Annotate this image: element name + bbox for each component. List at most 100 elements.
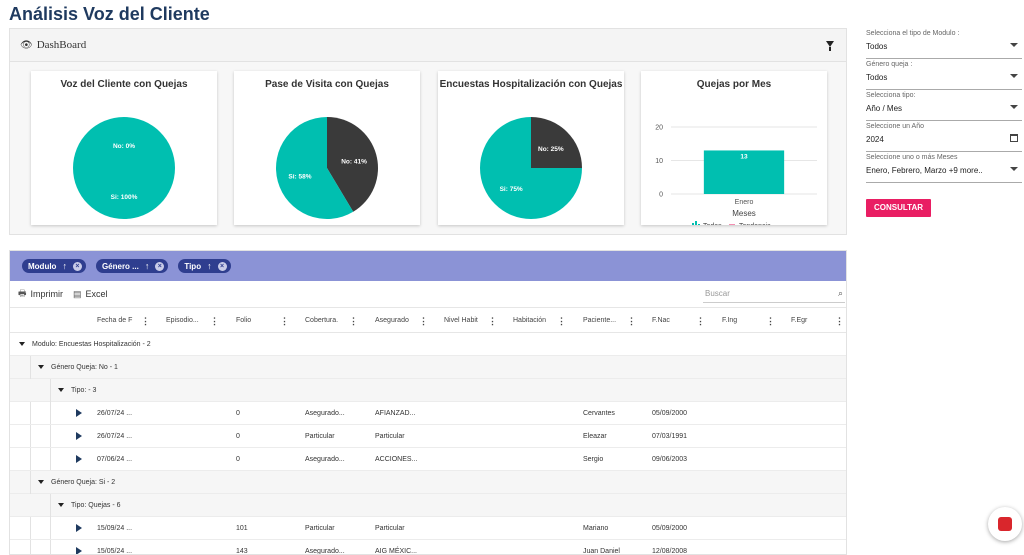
field-value: Año / Mes xyxy=(866,104,903,113)
indent-line xyxy=(50,494,51,554)
modulo-select[interactable]: Selecciona el tipo de Modulo : Todos xyxy=(866,28,1022,59)
printer-icon: 🖶 xyxy=(18,288,27,298)
expand-row-icon[interactable] xyxy=(76,432,82,440)
column-menu-icon[interactable]: ⋮ xyxy=(766,316,775,326)
chevron-down-icon[interactable] xyxy=(58,388,64,392)
group-row-tipo-si[interactable]: Tipo: Quejas - 6 xyxy=(10,494,846,517)
excel-button[interactable]: ▤ Excel xyxy=(73,289,108,300)
months-multiselect[interactable]: Seleccione uno o más Meses Enero, Febrer… xyxy=(866,152,1022,183)
table-row[interactable]: 15/05/24 ... 143 Asegurado... AIG MÉXIC.… xyxy=(10,540,846,554)
search-input[interactable]: Buscar ⌕ xyxy=(703,285,845,303)
field-value: 2024 xyxy=(866,135,884,144)
field-label: Seleccione un Año xyxy=(866,123,924,130)
chevron-down-icon[interactable] xyxy=(1010,105,1018,109)
expand-row-icon[interactable] xyxy=(76,547,82,554)
table-row[interactable]: 26/07/24 ... 0 Asegurado... AFIANZAD... … xyxy=(10,402,846,425)
close-icon[interactable]: × xyxy=(217,261,227,271)
column-header-habitacion[interactable]: Habitación ⋮ xyxy=(513,316,566,326)
expand-row-icon[interactable] xyxy=(76,409,82,417)
column-menu-icon[interactable]: ⋮ xyxy=(696,316,705,326)
sort-asc-icon[interactable]: ↑ xyxy=(62,261,67,271)
y-tick-label: 0 xyxy=(659,192,663,199)
column-header-paciente[interactable]: Paciente... ⋮ xyxy=(583,316,636,326)
pie-chart-pase-visita: No: 41% Si: 58% xyxy=(276,117,378,219)
column-menu-icon[interactable]: ⋮ xyxy=(419,316,428,326)
column-header-fegr[interactable]: F.Egr ⋮ xyxy=(791,316,844,326)
chevron-down-icon[interactable] xyxy=(19,342,25,346)
consultar-button[interactable]: CONSULTAR xyxy=(866,199,931,217)
column-header-fnac[interactable]: F.Nac ⋮ xyxy=(652,316,705,326)
column-menu-icon[interactable]: ⋮ xyxy=(488,316,497,326)
filter-sidebar: Selecciona el tipo de Modulo : Todos Gén… xyxy=(866,28,1022,183)
print-label: Imprimir xyxy=(30,289,64,299)
table-row[interactable]: 15/09/24 ... 101 Particular Particular M… xyxy=(10,517,846,540)
chevron-down-icon[interactable] xyxy=(38,480,44,484)
bar-card-quejas-mes: Quejas por Mes 0 10 20 13 Enero Meses Todas Ten… xyxy=(641,71,827,225)
chip-label: Modulo xyxy=(28,261,57,271)
print-button[interactable]: 🖶 Imprimir xyxy=(18,286,63,302)
column-menu-icon[interactable]: ⋮ xyxy=(280,316,289,326)
group-chip-genero[interactable]: Género ... ↑ × xyxy=(95,259,169,273)
page-title: Análisis Voz del Cliente xyxy=(9,4,210,24)
pie-card-encuestas: Encuestas Hospitalización con Quejas No:… xyxy=(438,71,624,225)
app-logo-icon[interactable] xyxy=(988,507,1022,541)
pie-slice-label: Si: 100% xyxy=(111,194,138,201)
dashboard-header-label: DashBoard xyxy=(36,39,87,51)
bar-chart-quejas-mes: 0 10 20 13 Enero Meses Todas Tendencia xyxy=(655,125,817,225)
table-row[interactable]: 26/07/24 ... 0 Particular Particular Ele… xyxy=(10,425,846,448)
group-row-modulo[interactable]: Modulo: Encuestas Hospitalización - 2 xyxy=(10,333,846,356)
column-header-fing[interactable]: F.Ing ⋮ xyxy=(722,316,775,326)
pie-slice-label: No: 0% xyxy=(113,143,135,150)
column-menu-icon[interactable]: ⋮ xyxy=(835,316,844,326)
group-row-genero-no[interactable]: Género Queja: No - 1 xyxy=(10,356,846,379)
y-tick-label: 10 xyxy=(655,158,663,165)
column-menu-icon[interactable]: ⋮ xyxy=(210,316,219,326)
dashboard-header[interactable]: 👁 DashBoard xyxy=(10,29,846,62)
column-header-nivel-habit[interactable]: Nivel Habit ⋮ xyxy=(444,316,497,326)
column-menu-icon[interactable]: ⋮ xyxy=(557,316,566,326)
year-picker[interactable]: Seleccione un Año 2024 xyxy=(866,121,1022,152)
sort-asc-icon[interactable]: ↑ xyxy=(144,261,150,271)
chevron-down-icon[interactable] xyxy=(38,365,44,369)
chevron-down-icon[interactable] xyxy=(1010,74,1018,78)
chevron-down-icon[interactable] xyxy=(58,503,64,507)
pie-chart-voz-cliente: No: 0% Si: 100% xyxy=(73,117,175,219)
table-row[interactable]: 07/06/24 ... 0 Asegurado... ACCIONES... … xyxy=(10,448,846,471)
calendar-icon[interactable] xyxy=(1010,134,1018,142)
group-chip-modulo[interactable]: Modulo ↑ × xyxy=(22,259,86,273)
column-header-episodio[interactable]: Episodio... ⋮ xyxy=(166,316,219,326)
close-icon[interactable]: × xyxy=(72,261,82,271)
pie-card-pase-visita: Pase de Visita con Quejas No: 41% Si: 58% xyxy=(234,71,420,225)
sort-asc-icon[interactable]: ↑ xyxy=(207,261,212,271)
column-header-cobertura[interactable]: Cobertura. ⋮ xyxy=(305,316,358,326)
group-row-genero-si[interactable]: Género Queja: Si - 2 xyxy=(10,471,846,494)
pie-slice xyxy=(73,117,175,219)
tipo-select[interactable]: Selecciona tipo: Año / Mes xyxy=(866,90,1022,121)
legend-bar-icon xyxy=(695,221,697,225)
pie-slice-label: Si: 58% xyxy=(288,173,311,180)
column-header-folio[interactable]: Folio ⋮ xyxy=(236,316,289,326)
chevron-down-icon[interactable] xyxy=(1010,167,1018,171)
chevron-down-icon[interactable] xyxy=(1010,43,1018,47)
card-title: Voz del Cliente con Quejas xyxy=(60,79,188,90)
filter-icon[interactable] xyxy=(826,41,834,51)
indent-line xyxy=(30,356,31,554)
column-header-asegurado[interactable]: Asegurado ⋮ xyxy=(375,316,428,326)
expand-row-icon[interactable] xyxy=(76,455,82,463)
column-menu-icon[interactable]: ⋮ xyxy=(349,316,358,326)
column-menu-icon[interactable]: ⋮ xyxy=(141,316,150,326)
legend-label-tendencia: Tendencia xyxy=(739,223,771,225)
expand-row-icon[interactable] xyxy=(76,524,82,532)
group-chip-tipo[interactable]: Tipo ↑ × xyxy=(178,259,231,273)
column-menu-icon[interactable]: ⋮ xyxy=(627,316,636,326)
genero-queja-select[interactable]: Género queja : Todos xyxy=(866,59,1022,90)
chip-label: Género ... xyxy=(101,261,139,271)
search-icon[interactable]: ⌕ xyxy=(837,288,843,298)
group-row-tipo-no[interactable]: Tipo: - 3 xyxy=(10,379,846,402)
close-icon[interactable]: × xyxy=(155,261,165,271)
bar-data-label: 13 xyxy=(740,153,748,160)
x-tick-label: Enero xyxy=(735,199,754,206)
pie-slice-label: Si: 75% xyxy=(500,186,523,193)
group-body-genero-si: Tipo: Quejas - 6 15/09/24 ... 101 Partic… xyxy=(10,494,846,554)
column-header-fecha[interactable]: Fecha de F ⋮ xyxy=(97,316,150,326)
